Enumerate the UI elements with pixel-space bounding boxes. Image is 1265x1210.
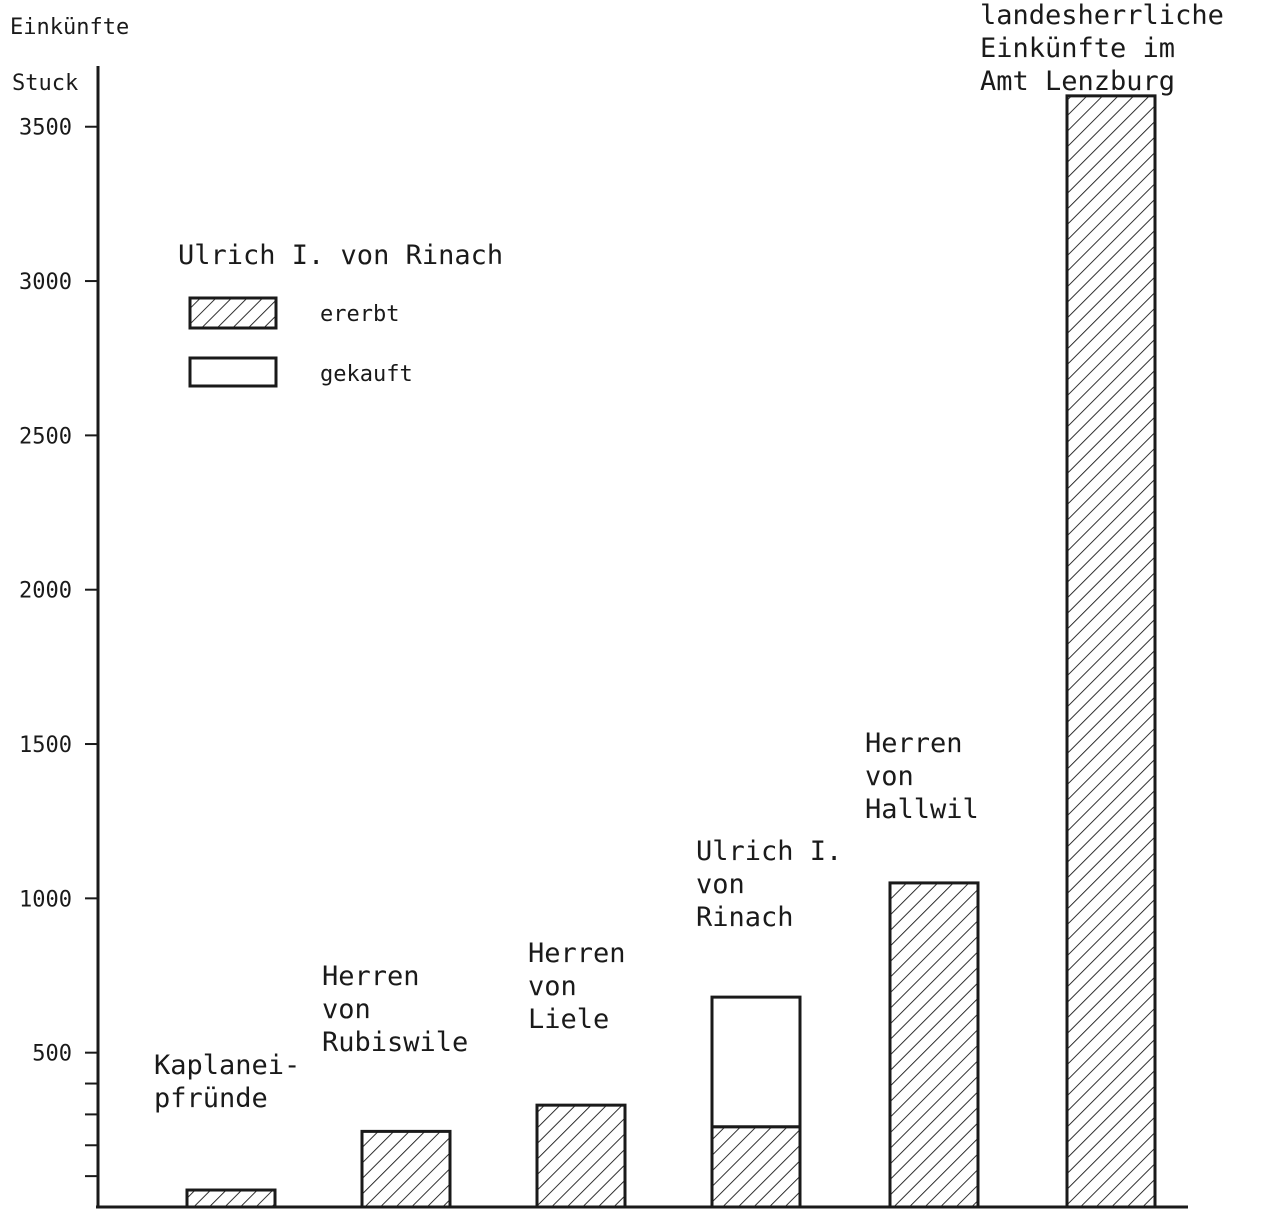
category-label-line: Herren <box>528 938 626 969</box>
y-tick-label: 1000 <box>19 887 72 912</box>
bar-ererbt <box>710 1125 802 1209</box>
y-tick-label: 2500 <box>19 424 72 449</box>
legend-label-gekauft: gekauft <box>320 362 413 387</box>
category-label-line: landesherrliche <box>980 0 1224 31</box>
y-tick-label: 3000 <box>19 270 72 295</box>
legend-swatch-ererbt <box>188 296 278 330</box>
category-label-line: von <box>865 761 914 792</box>
category-label: Herren von Rubiswile <box>322 961 468 1058</box>
y-axis-ticks: 500 1000 1500 2000 2500 3000 3500 <box>19 116 98 1178</box>
legend-label-ererbt: ererbt <box>320 302 399 327</box>
category-label-line: von <box>322 994 371 1025</box>
category-label: Herren von Hallwil <box>865 728 979 825</box>
category-label: Herren von Liele <box>528 938 626 1035</box>
category-label: Ulrich I. von Rinach <box>696 836 842 933</box>
category-label-line: Amt Lenzburg <box>980 66 1175 97</box>
category-label: Kaplanei-pfründe <box>154 1050 300 1114</box>
category-label-line: Herren <box>865 728 963 759</box>
bar-ererbt <box>185 1188 277 1209</box>
y-tick-label: 3500 <box>19 116 72 141</box>
category-label-line: Hallwil <box>865 794 979 825</box>
y-tick-label: 1500 <box>19 733 72 758</box>
y-tick-label: 500 <box>32 1042 72 1067</box>
category-label-line: Herren <box>322 961 420 992</box>
bars <box>185 94 1157 1209</box>
y-axis-title: Einkünfte <box>10 15 129 40</box>
category-label-line: Ulrich I. <box>696 836 842 867</box>
category-label-line: Liele <box>528 1004 609 1035</box>
bar-ererbt <box>1065 94 1157 1209</box>
bar-ererbt <box>535 1103 627 1209</box>
legend: Ulrich I. von Rinach ererbt gekauft <box>178 240 503 388</box>
y-tick-label: 2000 <box>19 579 72 604</box>
legend-title: Ulrich I. von Rinach <box>178 240 503 271</box>
bar-ererbt <box>360 1129 452 1209</box>
category-label-line: von <box>528 971 577 1002</box>
category-label-line: pfründe <box>154 1083 268 1114</box>
category-label-line: Rubiswile <box>322 1027 468 1058</box>
legend-swatch-gekauft <box>188 356 278 388</box>
y-axis-unit-label: Stuck <box>12 71 78 96</box>
bar-gekauft <box>710 995 802 1129</box>
category-label-line: von <box>696 869 745 900</box>
category-label-line: Kaplanei- <box>154 1050 300 1081</box>
category-label-line: Einkünfte im <box>980 33 1175 64</box>
category-label-line: Rinach <box>696 902 794 933</box>
category-label: landesherrliche Einkünfte im Amt Lenzburg <box>980 0 1224 97</box>
bar-ererbt <box>888 881 980 1209</box>
